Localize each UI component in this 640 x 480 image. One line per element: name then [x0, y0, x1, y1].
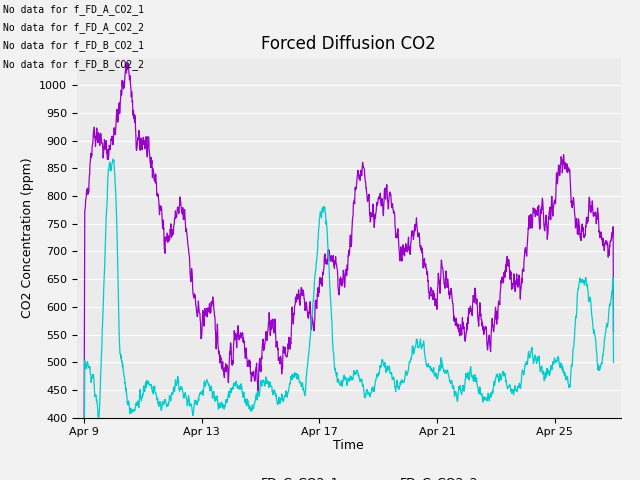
Y-axis label: CO2 Concentration (ppm): CO2 Concentration (ppm)	[20, 157, 33, 318]
Legend: FD_C_CO2_1, FD_C_CO2_2: FD_C_CO2_1, FD_C_CO2_2	[214, 471, 483, 480]
Text: No data for f_FD_B_CO2_2: No data for f_FD_B_CO2_2	[3, 59, 144, 70]
Text: No data for f_FD_B_CO2_1: No data for f_FD_B_CO2_1	[3, 40, 144, 51]
Line: FD_C_CO2_2: FD_C_CO2_2	[84, 159, 614, 418]
X-axis label: Time: Time	[333, 439, 364, 452]
Text: No data for f_FD_A_CO2_2: No data for f_FD_A_CO2_2	[3, 22, 144, 33]
Title: Forced Diffusion CO2: Forced Diffusion CO2	[261, 35, 436, 53]
Line: FD_C_CO2_1: FD_C_CO2_1	[84, 62, 614, 418]
Text: No data for f_FD_A_CO2_1: No data for f_FD_A_CO2_1	[3, 4, 144, 15]
